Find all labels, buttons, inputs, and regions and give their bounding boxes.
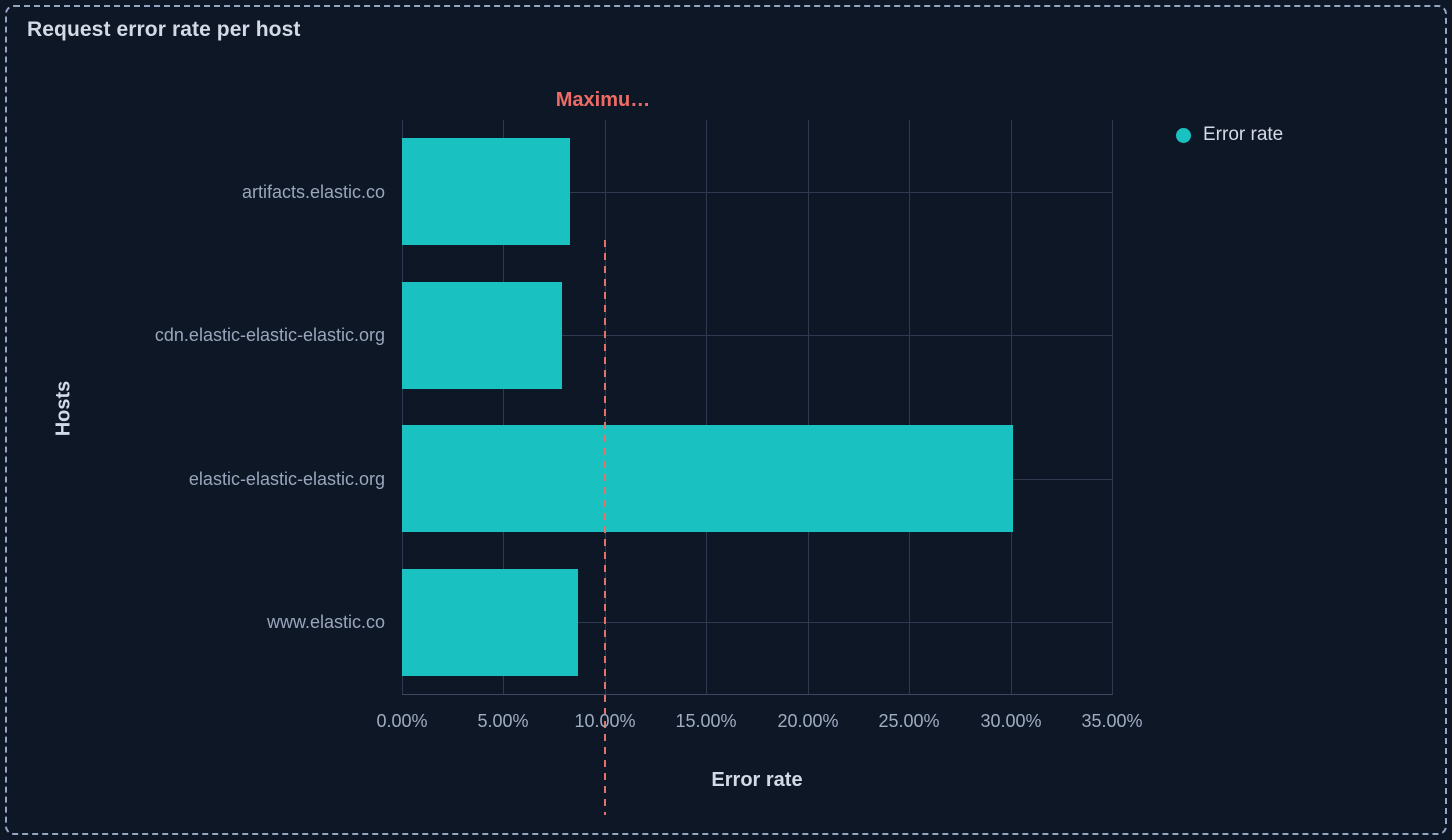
x-tick-label: 0.00% <box>376 711 428 731</box>
y-axis-title: Hosts <box>52 380 75 437</box>
gridline-vertical <box>1010 120 1012 694</box>
gridline-vertical <box>807 120 809 694</box>
gridline-vertical <box>706 120 708 694</box>
bar-cdn.elastic-elastic-elastic.org[interactable] <box>402 282 562 389</box>
x-tick-label: 15.00% <box>675 711 737 731</box>
gridline-vertical <box>503 120 505 694</box>
x-tick-label: 5.00% <box>477 711 529 731</box>
threshold-annotation-label[interactable]: Maximu… <box>555 89 651 111</box>
bar-www.elastic.co[interactable] <box>402 569 578 676</box>
x-axis-line <box>402 694 1113 695</box>
x-tick-label: 30.00% <box>980 711 1042 731</box>
plot-area[interactable] <box>402 120 1113 815</box>
x-axis-title: Error rate <box>711 769 803 791</box>
panel-title: Request error rate per host <box>27 18 301 41</box>
legend-dot-icon <box>1176 127 1191 143</box>
bar-elastic-elastic-elastic.org[interactable] <box>402 425 1013 532</box>
legend-item-error-rate[interactable]: Error rate <box>1176 124 1283 146</box>
x-tick-label: 20.00% <box>777 711 839 731</box>
gridline-horizontal <box>402 622 1112 623</box>
y-tick-label: www.elastic.co <box>266 612 385 632</box>
y-tick-label: elastic-elastic-elastic.org <box>188 469 385 489</box>
gridline-horizontal <box>402 192 1112 193</box>
threshold-annotation-line <box>604 240 606 815</box>
gridline-vertical <box>909 120 911 694</box>
x-tick-label: 25.00% <box>878 711 940 731</box>
y-tick-label: cdn.elastic-elastic-elastic.org <box>154 325 385 345</box>
gridline-vertical <box>1112 120 1113 694</box>
gridline-horizontal <box>402 335 1112 336</box>
legend-label: Error rate <box>1203 124 1284 145</box>
x-tick-label: 35.00% <box>1081 711 1143 731</box>
y-tick-label: artifacts.elastic.co <box>241 182 385 202</box>
gridline-vertical <box>402 120 403 694</box>
x-tick-label: 10.00% <box>574 711 636 731</box>
bar-artifacts.elastic.co[interactable] <box>402 138 570 245</box>
